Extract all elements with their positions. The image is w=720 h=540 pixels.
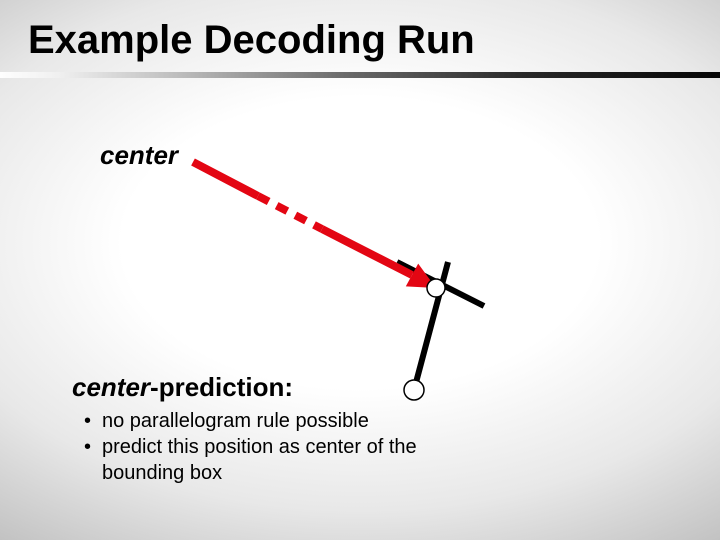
label-center-prediction: center-prediction: [72, 372, 293, 403]
bullet-text: predict this position as center of the b… [102, 434, 424, 486]
center-prediction-prefix: center [72, 372, 150, 402]
bullet-text: no parallelogram rule possible [102, 408, 369, 434]
arrow-group [193, 162, 436, 288]
bullet-dot-icon: • [84, 434, 102, 486]
bullet-item: •no parallelogram rule possible [84, 408, 424, 434]
arrow-solid-1 [193, 162, 258, 196]
bullet-item: •predict this position as center of the … [84, 434, 424, 486]
node-center [427, 279, 445, 297]
bullet-list: •no parallelogram rule possible •predict… [84, 408, 424, 486]
bullet-dot-icon: • [84, 408, 102, 434]
center-prediction-suffix: -prediction: [150, 372, 293, 402]
arrow-solid-2 [322, 229, 412, 275]
node-vertex [404, 380, 424, 400]
arrow-dashed [258, 196, 322, 229]
